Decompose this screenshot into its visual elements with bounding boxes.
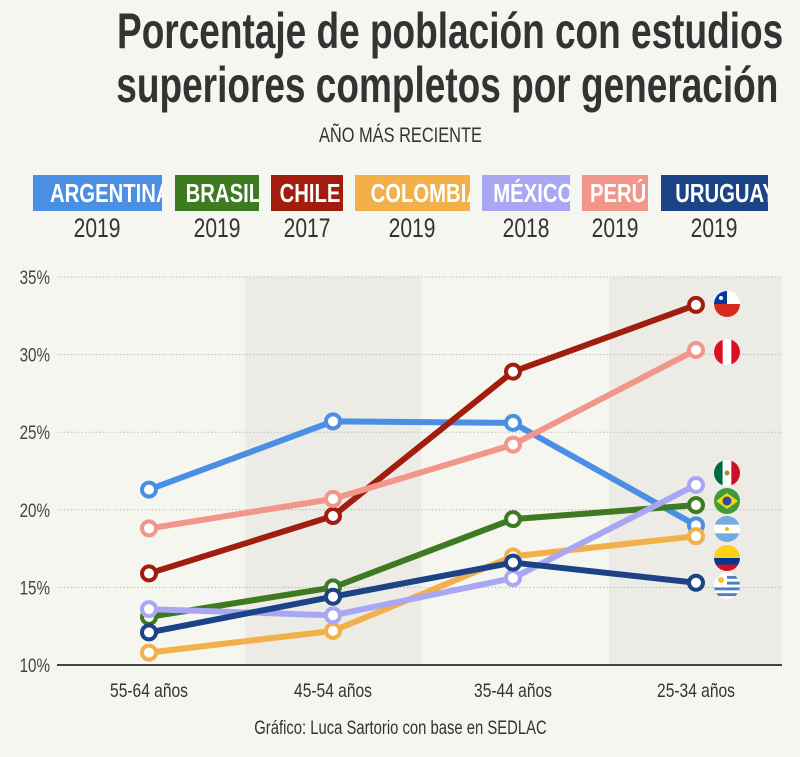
data-point xyxy=(687,475,705,494)
flag-part xyxy=(731,460,740,486)
flag-part xyxy=(714,516,740,525)
y-tick-label: 35% xyxy=(20,266,50,288)
data-point xyxy=(140,480,158,499)
legend-item-chile: CHILE 2017 xyxy=(271,175,343,243)
argentina-flag-icon xyxy=(714,516,740,542)
y-tick-label: 25% xyxy=(20,422,50,444)
y-tick-label: 15% xyxy=(20,577,50,599)
data-point xyxy=(140,643,158,662)
data-point xyxy=(140,623,158,642)
data-point xyxy=(504,553,522,572)
legend-label: CHILE xyxy=(271,175,343,211)
shaded-band xyxy=(609,277,782,665)
series-line xyxy=(148,302,698,577)
legend-item-uruguay: URUGUAY 2019 xyxy=(661,175,768,243)
y-tick-label: 20% xyxy=(20,499,50,521)
flag-part xyxy=(714,564,740,571)
subtitle-text: AÑO MÁS RECIENTE xyxy=(318,124,482,147)
flag-star xyxy=(719,296,723,300)
series-chile xyxy=(140,295,705,583)
x-tick-label: 35-44 años xyxy=(474,680,552,702)
data-point xyxy=(324,621,342,640)
mexico-flag-icon xyxy=(714,460,740,486)
data-point xyxy=(504,569,522,588)
flag-part xyxy=(714,545,740,558)
flag-sun xyxy=(725,527,729,531)
legend-item-colombia: COLOMBIA 2019 xyxy=(355,175,470,243)
y-tick-label: 30% xyxy=(20,344,50,366)
legend-year: 2019 xyxy=(591,213,639,243)
legend-year: 2019 xyxy=(74,213,121,243)
source-credit: Gráfico: Luca Sartorio con base en SEDLA… xyxy=(0,718,800,740)
flag-part xyxy=(714,533,740,542)
data-point xyxy=(687,496,705,515)
data-point xyxy=(687,340,705,359)
chile-flag-icon xyxy=(714,291,740,317)
flag-part xyxy=(714,593,740,597)
series-colombia xyxy=(140,527,705,662)
data-point xyxy=(140,519,158,538)
flag-part xyxy=(714,587,740,591)
data-point xyxy=(687,573,705,592)
data-point xyxy=(687,295,705,314)
x-tick-label: 25-34 años xyxy=(657,680,735,702)
data-point xyxy=(687,527,705,546)
legend-label: URUGUAY xyxy=(661,175,768,211)
data-point xyxy=(324,412,342,431)
title-line-1: Porcentaje de población con estudios xyxy=(117,3,784,59)
flag-emblem xyxy=(724,470,730,476)
legend-year: 2019 xyxy=(389,213,436,243)
series-line xyxy=(148,533,697,656)
series-perú xyxy=(140,340,705,538)
legend-year: 2019 xyxy=(193,213,241,243)
y-tick-label: 10% xyxy=(20,654,50,676)
legend-item-brasil: BRASIL 2019 xyxy=(175,175,259,243)
legend-item-peru: PERÚ 2019 xyxy=(582,175,648,243)
series-line xyxy=(148,502,697,620)
legend-item-mexico: MÉXICO 2018 xyxy=(482,175,570,243)
colombia-flag-icon xyxy=(714,545,740,571)
x-tick-label: 55-64 años xyxy=(110,680,188,702)
data-point xyxy=(324,587,342,606)
flag-part xyxy=(714,558,740,565)
data-point xyxy=(324,489,342,508)
series-line xyxy=(148,347,698,532)
title-line-2: superiores completos por generación xyxy=(116,57,779,113)
data-point xyxy=(504,510,522,529)
flag-part xyxy=(714,304,740,317)
flag-part xyxy=(731,339,740,365)
data-point xyxy=(504,362,522,381)
chart-subtitle: AÑO MÁS RECIENTE xyxy=(0,124,800,148)
legend-label: COLOMBIA xyxy=(355,175,470,211)
line-chart: 10% 15% 20% 25% 30% 35% 55-64 años 45-54 años 35… xyxy=(20,266,782,702)
data-point xyxy=(324,606,342,625)
flag-part xyxy=(714,460,723,486)
legend-item-argentina: ARGENTINA 2019 xyxy=(33,175,162,243)
legend-year: 2017 xyxy=(283,213,331,243)
legend-label: ARGENTINA xyxy=(33,175,162,211)
uruguay-flag-icon xyxy=(714,573,740,599)
data-point xyxy=(140,600,158,619)
series-line xyxy=(147,418,698,528)
flag-part xyxy=(714,339,723,365)
data-point xyxy=(504,435,522,454)
chart-title: Porcentaje de población con estudios sup… xyxy=(0,4,800,112)
series-line xyxy=(148,559,697,636)
brazil-flag-icon xyxy=(714,488,740,514)
legend-year: 2018 xyxy=(502,213,550,243)
series-uruguay xyxy=(140,553,705,642)
data-point xyxy=(504,413,522,432)
x-tick-label: 45-54 años xyxy=(294,680,372,702)
legend-label: MÉXICO xyxy=(482,175,570,211)
peru-flag-icon xyxy=(714,339,740,365)
series-argentina xyxy=(140,412,705,535)
legend-label: BRASIL xyxy=(175,175,259,211)
legend-year: 2019 xyxy=(691,213,738,243)
flag-globe xyxy=(722,496,732,506)
legend-label: PERÚ xyxy=(582,175,648,211)
data-point xyxy=(140,564,158,583)
footer-text: Gráfico: Luca Sartorio con base en SEDLA… xyxy=(253,718,547,739)
flag-sun xyxy=(718,577,724,583)
data-point xyxy=(324,507,342,526)
